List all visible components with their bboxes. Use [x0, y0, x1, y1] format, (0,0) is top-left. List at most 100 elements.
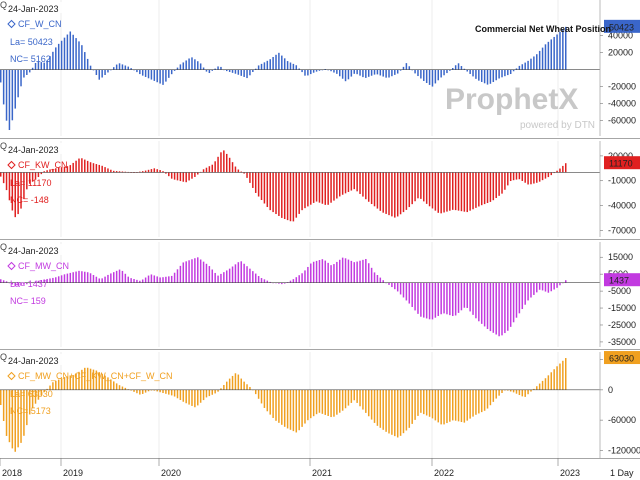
- bar: [431, 389, 434, 419]
- bar: [156, 389, 158, 392]
- bar: [176, 389, 179, 399]
- bar: [324, 172, 327, 205]
- bar: [31, 389, 34, 408]
- bar: [388, 389, 390, 434]
- bar: [298, 172, 300, 214]
- bar: [214, 161, 216, 173]
- bar: [43, 171, 45, 173]
- x-tick-label: 2020: [161, 468, 181, 478]
- bar: [107, 168, 109, 173]
- bar: [495, 69, 497, 81]
- bar: [78, 270, 80, 283]
- bar: [521, 172, 524, 181]
- bar: [399, 282, 402, 295]
- bar: [414, 172, 416, 202]
- bar: [562, 282, 564, 284]
- legend-symbol: CF_W_CN: [18, 19, 62, 29]
- bar: [278, 282, 280, 284]
- bar: [446, 282, 448, 315]
- bar: [417, 282, 419, 314]
- bar: [460, 172, 463, 212]
- bar: [469, 282, 471, 312]
- bar: [188, 58, 190, 70]
- bar: [472, 389, 474, 417]
- legend-date-bg: [6, 2, 74, 13]
- legend-last: La= 11170: [10, 178, 51, 188]
- bar: [547, 282, 550, 293]
- bar: [533, 172, 535, 184]
- bar: [289, 389, 292, 430]
- bar: [298, 389, 300, 431]
- bar: [408, 282, 411, 304]
- bar: [408, 66, 411, 70]
- bar: [104, 375, 106, 390]
- bar: [402, 389, 405, 434]
- bar: [504, 69, 506, 77]
- bar: [159, 389, 161, 393]
- bar: [263, 279, 266, 283]
- bar: [530, 282, 532, 298]
- bar: [107, 69, 109, 73]
- bar: [165, 69, 167, 82]
- bar: [52, 277, 54, 283]
- bar: [191, 259, 193, 283]
- bar: [373, 172, 376, 207]
- bar: [501, 69, 503, 78]
- bar: [486, 389, 489, 409]
- bar: [411, 172, 413, 205]
- bar: [252, 271, 254, 283]
- bar: [492, 69, 495, 83]
- y-tick-label: -40000: [608, 201, 636, 211]
- bar: [28, 69, 31, 73]
- bar: [92, 69, 95, 71]
- bar: [281, 172, 283, 218]
- legend-net-change: NC= 5162: [10, 54, 51, 64]
- bar: [75, 160, 77, 173]
- bar: [515, 282, 518, 318]
- bar: [475, 172, 477, 208]
- bar: [173, 69, 176, 71]
- bar: [440, 389, 442, 425]
- bar: [86, 272, 89, 283]
- bar: [420, 172, 422, 199]
- bar: [365, 389, 367, 413]
- bar: [318, 389, 321, 413]
- bar: [43, 62, 45, 70]
- bar: [333, 264, 335, 283]
- bar: [318, 172, 321, 203]
- bar: [454, 65, 457, 70]
- bar: [367, 172, 370, 202]
- bar: [118, 269, 121, 283]
- bar: [98, 164, 101, 173]
- bar: [463, 282, 466, 308]
- bar: [170, 389, 173, 396]
- bar: [165, 172, 167, 174]
- bar: [385, 69, 387, 78]
- bar: [11, 172, 14, 211]
- bar: [0, 69, 2, 83]
- bar: [362, 389, 364, 410]
- bar: [425, 69, 428, 84]
- bar: [347, 389, 350, 406]
- bar: [173, 389, 176, 397]
- bar: [365, 258, 367, 283]
- bar: [330, 69, 332, 72]
- bar: [188, 172, 190, 181]
- bar: [5, 281, 8, 283]
- bar: [315, 389, 318, 415]
- bar: [307, 266, 309, 283]
- magnifier-icon: Q: [0, 141, 7, 151]
- bar: [55, 277, 57, 283]
- bar: [556, 170, 558, 173]
- bar: [110, 273, 112, 283]
- bar: [417, 389, 419, 416]
- bar: [176, 67, 179, 70]
- bar: [553, 172, 555, 174]
- bar: [559, 363, 561, 390]
- bar: [139, 171, 141, 173]
- bar: [176, 269, 179, 283]
- bar: [113, 67, 115, 70]
- bar: [98, 278, 101, 283]
- bar: [423, 282, 425, 318]
- bar: [234, 69, 237, 74]
